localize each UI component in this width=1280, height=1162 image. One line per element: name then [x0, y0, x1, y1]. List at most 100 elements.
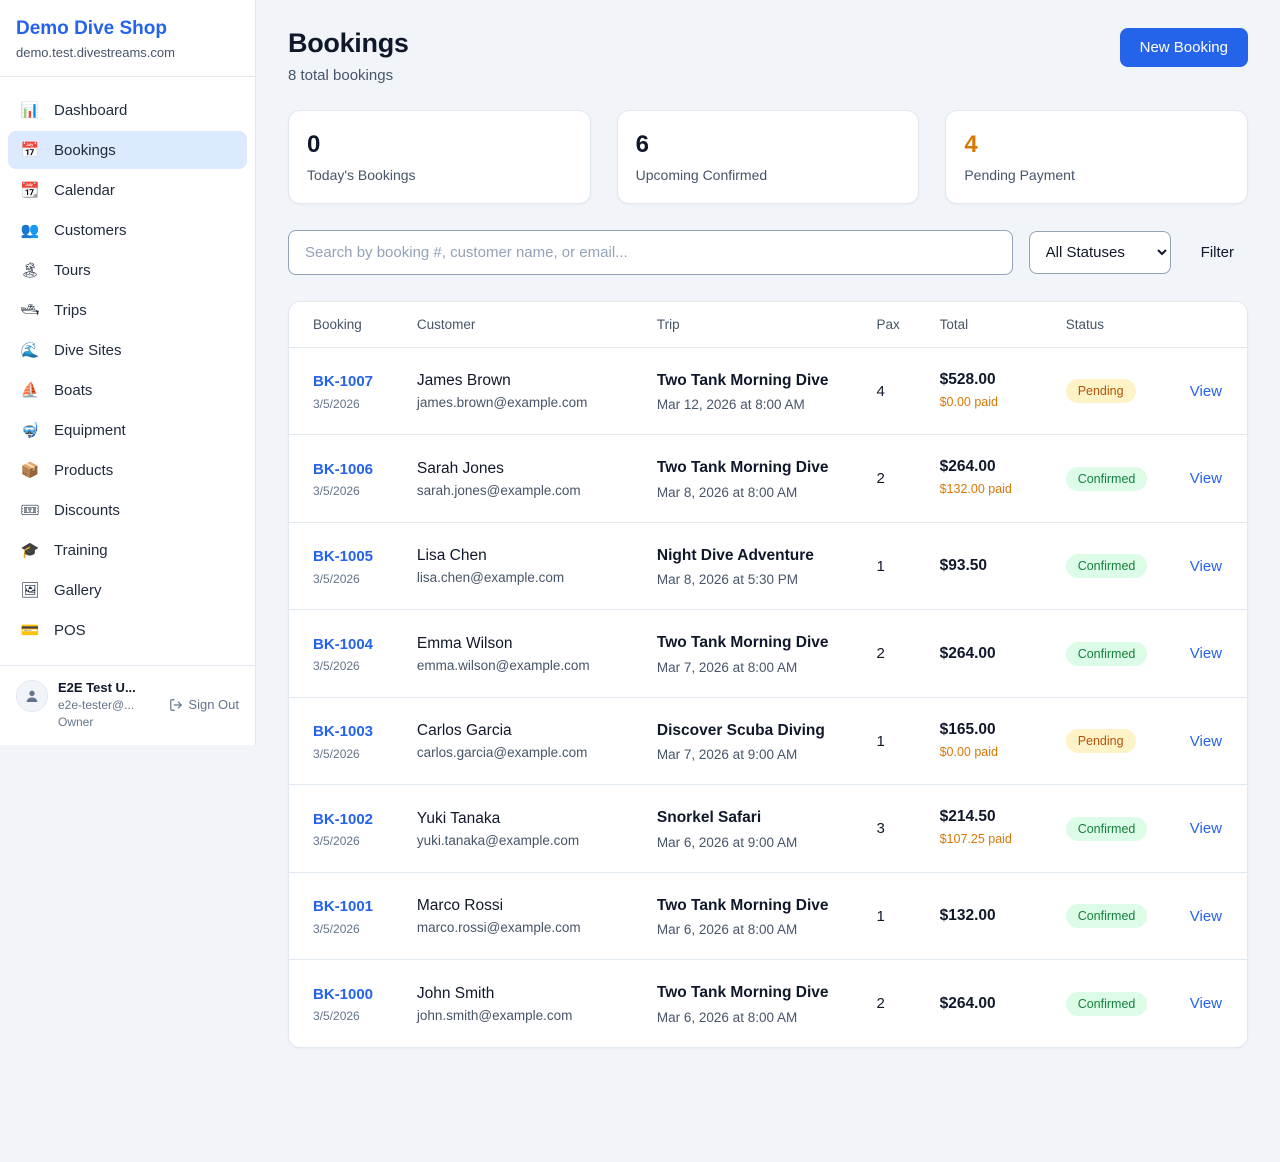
sidebar-item-discounts[interactable]: 🎟 Discounts [8, 491, 247, 529]
total-amount: $132.00 [939, 907, 996, 925]
gallery-icon: 🖼 [20, 581, 40, 599]
page-title: Bookings [288, 28, 409, 58]
pax-count: 3 [862, 784, 926, 873]
customer-name: Yuki Tanaka [416, 809, 501, 827]
customer-name: Sarah Jones [416, 459, 504, 477]
stat-label: Pending Payment [964, 167, 1075, 183]
booking-id-link[interactable]: BK-1001 [313, 898, 374, 916]
pax-count: 1 [862, 521, 926, 610]
column-header-actions [1175, 302, 1247, 348]
trip-date: Mar 7, 2026 at 9:00 AM [656, 747, 798, 763]
sidebar-item-training[interactable]: 🎓 Training [8, 531, 247, 569]
paid-amount: $0.00 paid [939, 744, 998, 759]
customer-email: sarah.jones@example.com [416, 482, 581, 498]
booking-created-date: 3/5/2026 [313, 1009, 360, 1024]
customer-email: john.smith@example.com [416, 1007, 573, 1023]
trip-date: Mar 6, 2026 at 8:00 AM [656, 922, 798, 938]
user-email: e2e-tester@... [58, 698, 135, 712]
view-link[interactable]: View [1189, 995, 1222, 1013]
sidebar-item-dive-sites[interactable]: 🌊 Dive Sites [8, 331, 247, 369]
trip-name: Discover Scuba Diving [656, 721, 825, 739]
trip-date: Mar 8, 2026 at 8:00 AM [656, 484, 798, 500]
sidebar-item-gallery[interactable]: 🖼 Gallery [8, 571, 247, 609]
search-input[interactable] [288, 230, 1013, 275]
booking-created-date: 3/5/2026 [313, 484, 360, 499]
table-row: BK-1005 3/5/2026 Lisa Chen lisa.chen@exa… [289, 521, 1247, 610]
sidebar-item-label: Dashboard [54, 101, 128, 119]
status-badge: Confirmed [1065, 991, 1148, 1016]
brand-domain: demo.test.divestreams.com [16, 45, 175, 60]
status-badge: Confirmed [1065, 554, 1148, 579]
stat-value: 6 [635, 131, 650, 158]
column-header-customer: Customer [402, 302, 643, 348]
sidebar-item-products[interactable]: 📦 Products [8, 451, 247, 489]
tours-icon: 🏝 [20, 261, 40, 279]
sidebar-item-label: Tours [54, 261, 91, 279]
paid-amount: $132.00 paid [939, 482, 1012, 497]
status-badge: Confirmed [1065, 904, 1148, 929]
filter-button[interactable]: Filter [1187, 236, 1248, 269]
sidebar-item-pos[interactable]: 💳 POS [8, 611, 247, 649]
bookings-table: Booking Customer Trip Pax Total Status B… [289, 302, 1247, 1047]
table-row: BK-1006 3/5/2026 Sarah Jones sarah.jones… [289, 434, 1247, 523]
customer-email: lisa.chen@example.com [416, 570, 565, 586]
equipment-icon: 🤿 [20, 421, 40, 439]
trips-icon: 🛥 [20, 301, 40, 319]
new-booking-button[interactable]: New Booking [1119, 28, 1248, 67]
view-link[interactable]: View [1189, 732, 1222, 750]
trip-name: Two Tank Morning Dive [656, 459, 829, 477]
sidebar-item-calendar[interactable]: 📆 Calendar [8, 171, 247, 209]
avatar [16, 680, 48, 712]
training-icon: 🎓 [20, 541, 40, 559]
status-badge: Confirmed [1065, 641, 1148, 666]
paid-amount: $0.00 paid [939, 394, 998, 409]
sidebar-item-boats[interactable]: ⛵ Boats [8, 371, 247, 409]
booking-created-date: 3/5/2026 [313, 921, 360, 936]
sidebar-item-label: Training [54, 541, 108, 559]
sidebar-item-customers[interactable]: 👥 Customers [8, 211, 247, 249]
column-header-booking: Booking [289, 302, 403, 348]
sidebar-item-label: Equipment [54, 421, 126, 439]
booking-id-link[interactable]: BK-1006 [313, 460, 374, 478]
total-amount: $214.50 [939, 808, 996, 826]
stat-value: 0 [307, 131, 321, 158]
sidebar-item-dashboard[interactable]: 📊 Dashboard [8, 91, 247, 129]
pax-count: 4 [876, 382, 885, 400]
trip-name: Two Tank Morning Dive [656, 984, 829, 1002]
sidebar-item-trips[interactable]: 🛥 Trips [8, 291, 247, 329]
booking-id-link[interactable]: BK-1000 [313, 985, 374, 1003]
sidebar-item-label: Products [54, 461, 114, 479]
view-link[interactable]: View [1189, 382, 1222, 400]
booking-created-date: 3/5/2026 [313, 396, 360, 411]
view-link[interactable]: View [1189, 645, 1222, 663]
sign-out-button[interactable]: Sign Out [169, 697, 239, 712]
discounts-icon: 🎟 [20, 501, 40, 519]
sidebar-item-tours[interactable]: 🏝 Tours [8, 251, 247, 289]
booking-id-link[interactable]: BK-1005 [313, 548, 374, 566]
booking-id-link[interactable]: BK-1007 [313, 373, 374, 391]
customer-name: Emma Wilson [416, 634, 513, 652]
main-content: Bookings 8 total bookings New Booking 0 … [256, 0, 1280, 1076]
customer-name: James Brown [416, 372, 511, 390]
booking-id-link[interactable]: BK-1004 [313, 635, 374, 653]
total-amount: $165.00 [939, 720, 996, 738]
status-select[interactable]: All Statuses [1028, 231, 1171, 274]
booking-created-date: 3/5/2026 [313, 571, 360, 586]
user-meta: E2E Test U... e2e-tester@... Owner Sign … [58, 680, 239, 729]
view-link[interactable]: View [1189, 820, 1222, 838]
view-link[interactable]: View [1189, 557, 1222, 575]
page-header-text: Bookings 8 total bookings [288, 28, 409, 84]
sidebar-item-bookings[interactable]: 📅 Bookings [8, 131, 247, 169]
view-link[interactable]: View [1189, 470, 1222, 488]
booking-id-link[interactable]: BK-1003 [313, 723, 374, 741]
stat-cards: 0 Today's Bookings 6 Upcoming Confirmed … [288, 110, 1248, 204]
total-amount: $528.00 [939, 370, 996, 388]
paid-amount: $107.25 paid [939, 832, 1012, 847]
booking-id-link[interactable]: BK-1002 [313, 810, 374, 828]
customer-name: Carlos Garcia [416, 722, 512, 740]
sidebar-item-label: Customers [54, 221, 127, 239]
sidebar-item-equipment[interactable]: 🤿 Equipment [8, 411, 247, 449]
page-subtitle: 8 total bookings [288, 67, 394, 84]
view-link[interactable]: View [1189, 907, 1222, 925]
